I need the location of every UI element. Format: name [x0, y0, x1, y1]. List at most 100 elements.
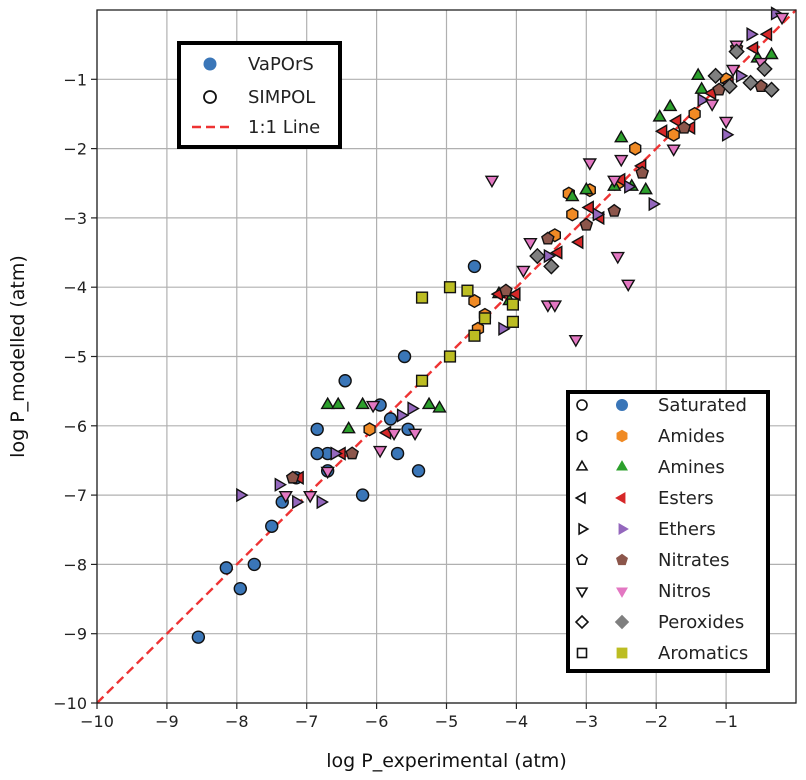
legend-classes-box [566, 390, 770, 673]
legend-class-label: Amides [658, 426, 725, 447]
point-nitros [614, 154, 629, 168]
series-amines [320, 46, 779, 434]
point-peroxides [721, 78, 738, 95]
point-nitros [610, 251, 625, 265]
point-nitros [621, 279, 636, 293]
series-peroxides [529, 43, 780, 275]
point-peroxides [763, 81, 780, 98]
y-tick-label: −8 [63, 555, 87, 574]
legend-class-label: Nitrates [658, 550, 729, 571]
point-peroxides [543, 258, 560, 275]
point-aromatics [443, 281, 457, 294]
point-nitros [718, 116, 734, 130]
point-saturated [219, 561, 234, 575]
point-saturated [310, 446, 324, 461]
point-esters [581, 200, 594, 215]
legend-class-label: Nitros [658, 581, 711, 602]
x-tick-label: −5 [435, 712, 459, 731]
legend-model-label: SIMPOL [248, 87, 315, 108]
series-ethers [236, 6, 784, 510]
point-saturated [247, 557, 261, 572]
x-tick-label: −4 [505, 712, 529, 731]
point-esters [668, 113, 682, 129]
legend-class-label: Aromatics [658, 643, 748, 664]
point-esters [378, 425, 392, 440]
point-aromatics [415, 374, 429, 387]
x-tick-label: −10 [80, 712, 114, 731]
point-saturated [355, 488, 370, 502]
point-nitros [568, 335, 584, 348]
point-nitros [547, 300, 563, 313]
legend-open-marker-saturated [576, 399, 588, 411]
x-tick-label: −1 [714, 712, 738, 731]
point-amines [432, 400, 447, 413]
point-aromatics [506, 298, 520, 311]
point-peroxides [756, 60, 773, 78]
point-nitros [320, 466, 335, 480]
point-nitros [303, 490, 318, 504]
y-tick-label: −4 [63, 278, 87, 297]
legend-filled-marker-amines [616, 460, 628, 471]
x-tick-label: −2 [644, 712, 668, 731]
point-ethers [592, 207, 606, 222]
point-esters [745, 40, 759, 56]
data-points [191, 6, 790, 644]
point-amines [330, 396, 346, 410]
point-aromatics [415, 291, 429, 304]
point-nitros [365, 400, 381, 414]
point-peroxides [742, 74, 759, 91]
legend-filled-marker-esters [615, 492, 626, 504]
legend-open-marker-peroxides [574, 614, 590, 630]
point-amines [565, 188, 580, 202]
legend-filled-marker-nitrates [616, 553, 628, 566]
point-nitrates [285, 470, 300, 484]
point-saturated [383, 412, 398, 426]
point-nitros [407, 428, 423, 442]
point-nitrates [499, 283, 513, 297]
point-amines [694, 81, 709, 94]
legend-open-marker-nitros [575, 587, 589, 599]
point-amines [320, 396, 335, 410]
point-amines [421, 396, 437, 410]
legend-filled-marker-nitros [616, 587, 628, 598]
point-aromatics [506, 315, 520, 328]
legend-class-label: Ethers [658, 519, 716, 540]
legend-model: VaPOrS SIMPOL 1:1 Line [177, 41, 342, 149]
legend-open-marker-ethers [578, 522, 590, 536]
legend-class-label: Saturated [658, 395, 747, 416]
point-nitros [774, 12, 790, 26]
point-amides [688, 106, 701, 122]
point-aromatics [478, 312, 492, 325]
point-saturated [265, 519, 279, 533]
point-esters [571, 234, 584, 250]
point-esters [759, 27, 773, 42]
legend-model-label: VaPOrS [248, 54, 314, 75]
point-nitrates [635, 165, 650, 179]
point-amides [566, 207, 579, 222]
legend-open-marker-amides [576, 429, 588, 443]
y-tick-label: −10 [53, 694, 87, 713]
point-saturated [397, 349, 412, 364]
y-tick-label: −7 [63, 486, 87, 505]
x-tick-label: −3 [575, 712, 599, 731]
point-amines [614, 129, 629, 143]
point-saturated [191, 630, 206, 644]
point-esters [654, 124, 668, 139]
point-saturated [233, 581, 247, 596]
point-peroxides [728, 43, 745, 60]
point-nitros [386, 428, 402, 442]
point-saturated [310, 422, 324, 436]
y-tick-label: −5 [63, 348, 87, 367]
point-nitros [523, 238, 538, 251]
point-ethers [624, 179, 637, 194]
series-aromatics [415, 281, 520, 387]
point-aromatics [461, 284, 474, 297]
point-ethers [746, 27, 759, 42]
point-esters [508, 286, 521, 302]
point-amines [355, 396, 370, 410]
point-nitrates [677, 120, 691, 134]
x-tick-label: −9 [155, 712, 179, 731]
point-ethers [316, 494, 329, 510]
point-saturated [411, 464, 426, 478]
